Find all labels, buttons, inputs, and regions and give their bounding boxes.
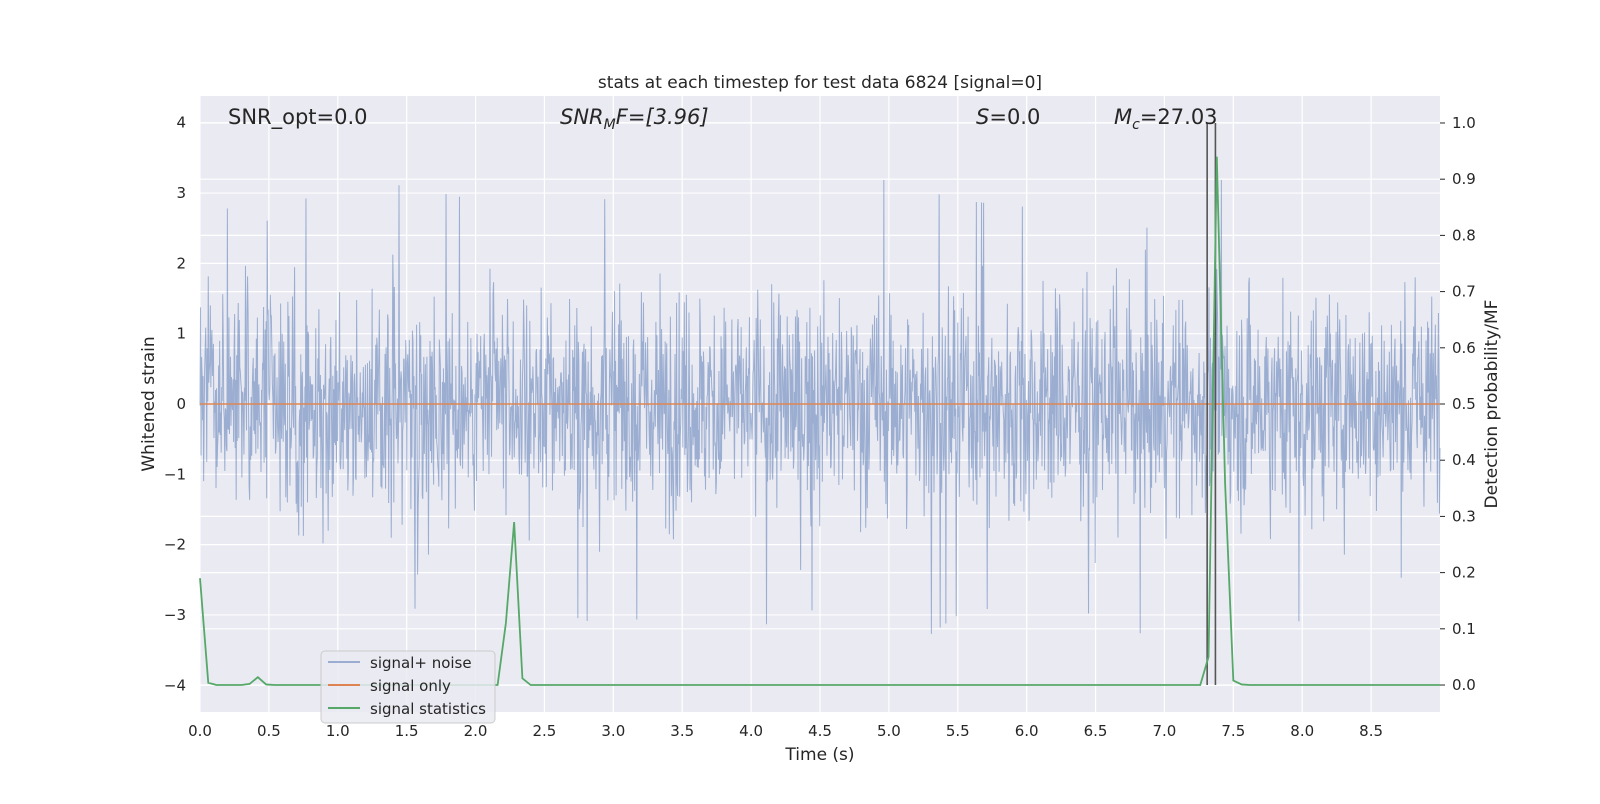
annotation-s-rest: =0.0	[989, 105, 1040, 129]
annotation-mc-rest: =27.03	[1140, 105, 1218, 129]
x-tick-label: 5.0	[877, 722, 901, 740]
x-tick-label: 0.5	[257, 722, 281, 740]
x-tick-label: 8.5	[1359, 722, 1383, 740]
x-tick-label: 0.0	[188, 722, 212, 740]
signal-noise-line	[199, 179, 1441, 634]
y-left-tick-label: 2	[176, 254, 186, 272]
y-right-axis-ticks: 1.0 0.9 0.8 0.7 0.6 0.5 0.4 0.3 0.2 0.1 0.0	[1440, 114, 1476, 694]
x-tick-label: 2.5	[533, 722, 557, 740]
x-tick-label: 6.5	[1084, 722, 1108, 740]
y-left-tick-label: −4	[164, 676, 186, 694]
x-tick-label: 7.0	[1153, 722, 1177, 740]
x-axis-label: Time (s)	[784, 745, 854, 765]
y-left-tick-label: 4	[176, 114, 186, 132]
y-left-tick-label: −3	[164, 606, 186, 624]
x-tick-label: 7.5	[1221, 722, 1245, 740]
x-tick-label: 1.5	[395, 722, 419, 740]
y-right-tick-label: 1.0	[1452, 114, 1476, 132]
x-tick-label: 4.5	[808, 722, 832, 740]
annotation-snr-mf-sub: M	[604, 117, 616, 133]
y-right-tick-label: 0.1	[1452, 620, 1476, 638]
x-tick-label: 3.0	[601, 722, 625, 740]
y-left-tick-label: 1	[176, 325, 186, 343]
x-tick-label: 1.0	[326, 722, 350, 740]
legend-label-signal-statistics: signal statistics	[370, 700, 486, 718]
legend: signal+ noise signal only signal statist…	[320, 650, 496, 724]
x-tick-label: 6.0	[1015, 722, 1039, 740]
annotation-mc-main: M	[1114, 105, 1132, 129]
y-left-tick-label: −2	[164, 536, 186, 554]
y-right-tick-label: 0.2	[1452, 564, 1476, 582]
y-right-tick-label: 0.0	[1452, 676, 1476, 694]
annotation-snr-mf: SNRMF=[3.96]	[560, 105, 709, 133]
legend-label-signal-noise: signal+ noise	[370, 654, 472, 672]
legend-box	[320, 650, 496, 724]
annotation-s-main: S	[976, 105, 989, 129]
y-left-tick-label: 0	[176, 395, 186, 413]
y-right-tick-label: 0.6	[1452, 339, 1476, 357]
annotation-snr-opt: SNR_opt=0.0	[228, 105, 368, 130]
annotation-s: S=0.0	[976, 105, 1040, 129]
x-tick-label: 8.0	[1290, 722, 1314, 740]
y-axis-label-right: Detection probability/MF	[1482, 300, 1502, 509]
legend-label-signal-only: signal only	[370, 677, 451, 695]
y-left-axis-ticks: 4 3 2 1 0 −1 −2 −3 −4	[164, 114, 186, 695]
y-left-tick-label: −1	[164, 465, 186, 483]
y-right-tick-label: 0.9	[1452, 170, 1476, 188]
chart-title: stats at each timestep for test data 682…	[598, 73, 1042, 93]
y-right-tick-label: 0.8	[1452, 226, 1476, 244]
x-tick-label: 5.5	[946, 722, 970, 740]
x-tick-label: 4.0	[739, 722, 763, 740]
y-right-tick-label: 0.4	[1452, 451, 1476, 469]
x-axis-ticks: 0.0 0.5 1.0 1.5 2.0 2.5 3.0 3.5 4.0 4.5 5.0 5.5 6.0 6…	[188, 722, 1383, 740]
annotation-mc: Mc=27.03	[1114, 105, 1218, 133]
annotation-snr-mf-rest: F=[3.96]	[616, 105, 709, 129]
annotation-mc-sub: c	[1132, 117, 1140, 133]
y-right-tick-label: 0.7	[1452, 283, 1476, 301]
y-left-tick-label: 3	[176, 184, 186, 202]
x-tick-label: 3.5	[670, 722, 694, 740]
y-axis-label-left: Whitened strain	[139, 336, 159, 471]
signal-noise-series	[199, 179, 1441, 634]
y-right-tick-label: 0.5	[1452, 395, 1476, 413]
x-tick-label: 2.0	[464, 722, 488, 740]
annotation-snr-mf-main: SNR	[560, 105, 604, 129]
y-right-tick-label: 0.3	[1452, 507, 1476, 525]
